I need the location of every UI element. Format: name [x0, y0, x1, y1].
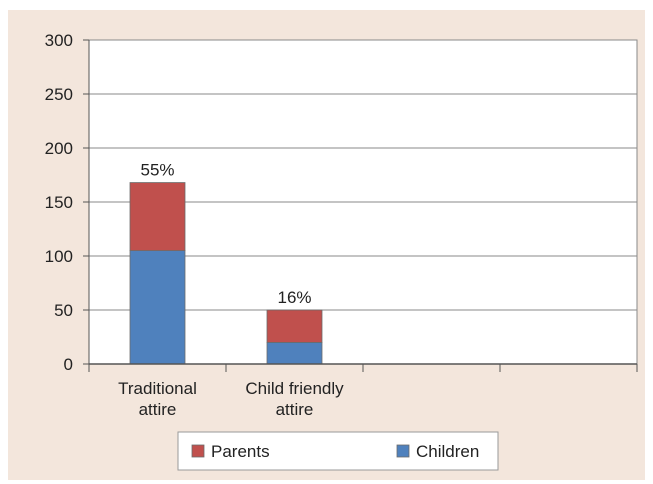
y-tick-label: 150	[45, 193, 73, 212]
x-category-label: attire	[276, 400, 314, 419]
bars: 55% 16%	[129, 161, 323, 365]
bar-data-label: 55%	[140, 161, 174, 180]
y-tick-label: 50	[54, 301, 73, 320]
bar-segment-children	[129, 250, 186, 365]
bar-segment-children	[266, 341, 323, 365]
y-tick-label: 200	[45, 139, 73, 158]
bar-segment-parents	[129, 182, 186, 251]
x-category-label: Traditional	[118, 379, 197, 398]
y-tick-label: 0	[64, 355, 73, 374]
legend-swatch-children	[396, 444, 410, 458]
bar-segment-parents	[266, 309, 323, 343]
x-axis-category-labels: Traditional attire Child friendly attire	[118, 379, 344, 419]
y-tick-label: 100	[45, 247, 73, 266]
legend-box	[177, 431, 499, 471]
legend-label: Children	[416, 442, 479, 461]
x-category-label: Child friendly	[245, 379, 344, 398]
y-tick-label: 300	[45, 31, 73, 50]
legend: Parents Children	[177, 431, 499, 471]
legend-swatch-parents	[191, 444, 205, 458]
bar-data-label: 16%	[277, 288, 311, 307]
y-axis-tick-labels: 0 50 100 150 200 250 300	[45, 31, 73, 374]
legend-label: Parents	[211, 442, 270, 461]
y-tick-label: 250	[45, 85, 73, 104]
axes	[88, 40, 638, 372]
x-category-label: attire	[139, 400, 177, 419]
